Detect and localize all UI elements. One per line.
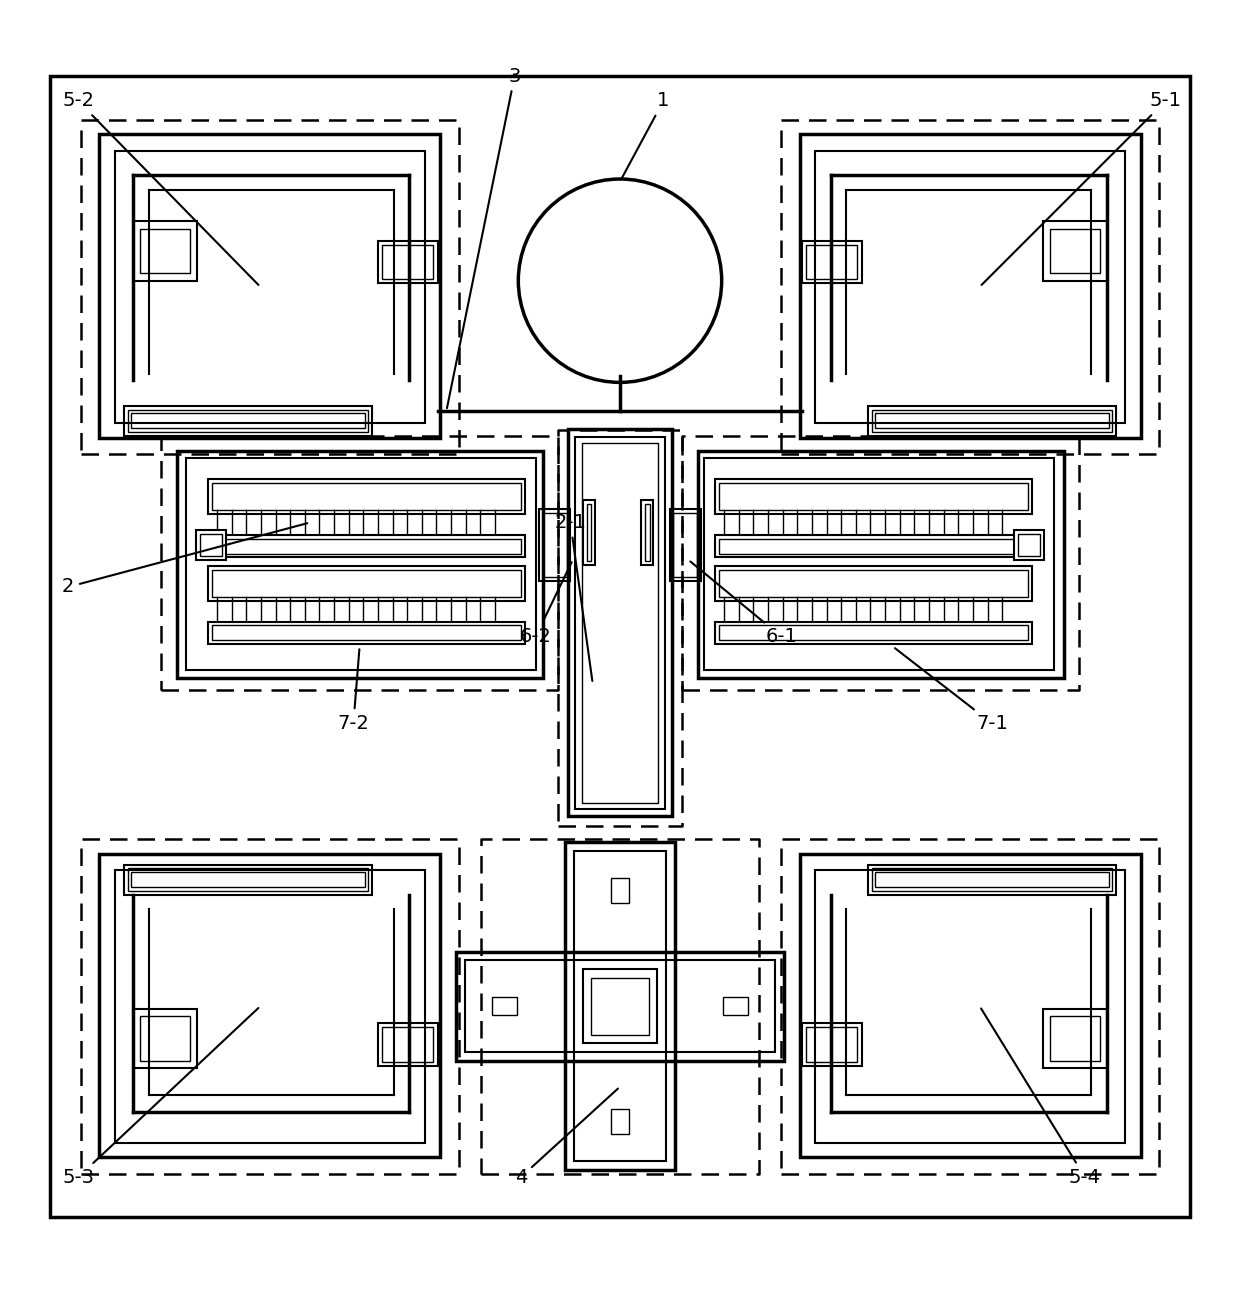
Bar (212, 539, 521, 553)
Bar (1043, 221, 1107, 281)
Bar (815, 150, 1125, 423)
Bar (815, 870, 1125, 1143)
Text: 5-1: 5-1 (982, 92, 1182, 284)
Bar (611, 878, 629, 904)
Bar (543, 512, 567, 577)
Bar (99, 853, 440, 1157)
Bar (378, 240, 438, 283)
Text: 6-2: 6-2 (520, 562, 572, 646)
Bar (719, 539, 1028, 553)
Bar (99, 134, 440, 438)
Bar (378, 1024, 438, 1065)
Bar (200, 534, 222, 556)
Bar (208, 480, 525, 513)
Text: 1: 1 (621, 92, 670, 178)
Bar (208, 566, 525, 601)
Bar (868, 865, 1116, 895)
Bar (115, 150, 425, 423)
Bar (568, 429, 672, 816)
Bar (539, 509, 570, 581)
Bar (124, 865, 372, 895)
Bar (645, 504, 650, 561)
Bar (382, 1027, 433, 1062)
Bar (212, 570, 521, 597)
Bar (565, 843, 675, 1170)
Bar (698, 450, 1064, 678)
Bar (124, 406, 372, 436)
Text: 5-4: 5-4 (981, 1009, 1101, 1187)
Text: 2-1: 2-1 (554, 513, 593, 681)
Bar (208, 535, 525, 557)
Bar (212, 626, 521, 640)
Bar (587, 504, 591, 561)
Text: 6-1: 6-1 (691, 561, 797, 646)
Bar (719, 482, 1028, 511)
Bar (382, 244, 433, 279)
Text: 7-2: 7-2 (337, 649, 370, 733)
Bar (1043, 1009, 1107, 1068)
Bar (715, 566, 1032, 601)
Bar (715, 622, 1032, 644)
Bar (133, 221, 197, 281)
Bar (872, 869, 1112, 891)
Bar (806, 244, 857, 279)
Bar (575, 437, 665, 809)
Bar (1050, 229, 1100, 273)
Bar (128, 869, 368, 891)
Bar (802, 240, 862, 283)
Bar (800, 134, 1141, 438)
Bar (465, 961, 775, 1053)
Bar (806, 1027, 857, 1062)
Bar (641, 500, 653, 565)
Bar (872, 410, 1112, 432)
Bar (140, 1016, 190, 1060)
Bar (670, 509, 701, 581)
Bar (704, 458, 1054, 670)
Bar (875, 414, 1109, 428)
Bar (140, 229, 190, 273)
Bar (715, 535, 1032, 557)
Bar (875, 873, 1109, 887)
Bar (492, 997, 517, 1015)
Bar (591, 978, 649, 1034)
Bar (673, 512, 697, 577)
Bar (800, 853, 1141, 1157)
Text: 5-3: 5-3 (62, 1009, 258, 1187)
Bar (715, 480, 1032, 513)
Bar (208, 622, 525, 644)
Text: 4: 4 (515, 1089, 618, 1187)
Bar (574, 851, 666, 1161)
Bar (719, 626, 1028, 640)
Bar (719, 570, 1028, 597)
Bar (611, 1109, 629, 1134)
Bar (583, 968, 657, 1043)
Bar (868, 406, 1116, 436)
Bar (177, 450, 543, 678)
Bar (131, 873, 365, 887)
Bar (802, 1024, 862, 1065)
Bar (1050, 1016, 1100, 1060)
Bar (133, 1009, 197, 1068)
Bar (723, 997, 748, 1015)
Bar (1014, 530, 1044, 560)
Text: 5-2: 5-2 (62, 92, 258, 284)
Text: 3: 3 (446, 67, 521, 409)
Bar (115, 870, 425, 1143)
Bar (212, 482, 521, 511)
Bar (186, 458, 536, 670)
Bar (456, 952, 784, 1060)
Bar (1018, 534, 1040, 556)
Bar (582, 443, 658, 803)
Text: 7-1: 7-1 (895, 648, 1008, 733)
Bar (131, 414, 365, 428)
Text: 2: 2 (62, 524, 308, 596)
Bar (128, 410, 368, 432)
Bar (196, 530, 226, 560)
Bar (583, 500, 595, 565)
